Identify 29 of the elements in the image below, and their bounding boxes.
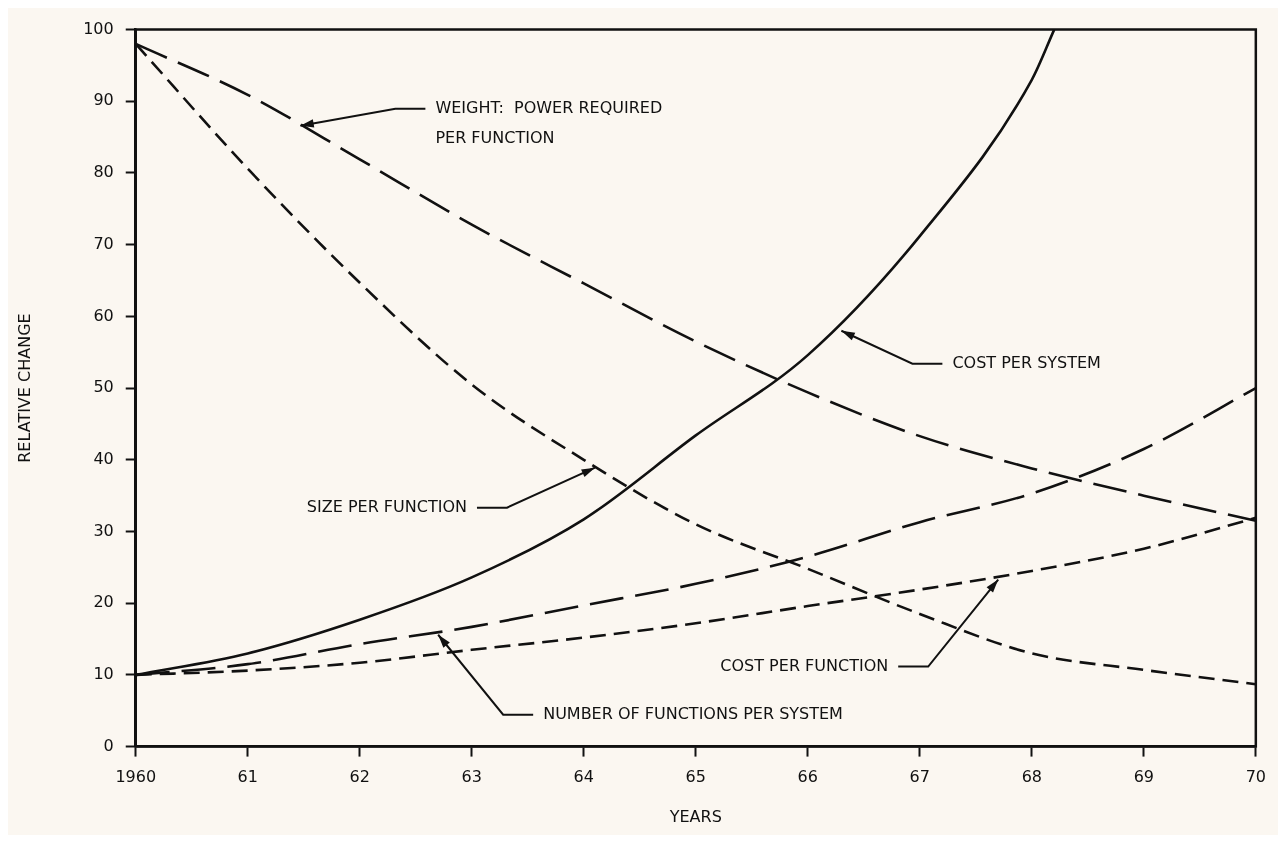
- annotation: COST PER FUNCTION: [720, 655, 889, 675]
- y-tick-label: 50: [93, 377, 114, 397]
- x-axis-title: YEARS: [668, 806, 722, 826]
- y-tick-label: 30: [93, 520, 114, 540]
- annotation: NUMBER OF FUNCTIONS PER SYSTEM: [543, 703, 843, 723]
- x-tick-label: 66: [797, 767, 818, 787]
- x-tick-label: 67: [909, 767, 930, 787]
- x-tick-label: 65: [685, 767, 706, 787]
- x-tick-label: 61: [237, 767, 258, 787]
- x-tick-label: 70: [1245, 767, 1266, 787]
- y-tick-label: 100: [83, 18, 114, 38]
- x-tick-label: 68: [1021, 767, 1042, 787]
- x-tick-label: 63: [461, 767, 482, 787]
- y-tick-label: 20: [93, 592, 114, 612]
- annotation: WEIGHT: POWER REQUIRED PER FUNCTION: [435, 97, 663, 147]
- y-tick-label: 60: [93, 305, 114, 325]
- y-tick-label: 10: [93, 664, 114, 684]
- x-tick-label: 62: [349, 767, 370, 787]
- x-tick-label: 69: [1133, 767, 1154, 787]
- y-axis-title: RELATIVE CHANGE: [14, 313, 34, 463]
- y-tick-label: 80: [93, 162, 114, 182]
- y-tick-label: 40: [93, 448, 114, 468]
- y-tick-label: 70: [93, 233, 114, 253]
- x-tick-label: 1960: [115, 767, 157, 787]
- annotation: SIZE PER FUNCTION: [306, 496, 467, 516]
- y-tick-label: 0: [103, 735, 114, 755]
- y-tick-label: 90: [93, 90, 114, 110]
- x-tick-label: 64: [573, 767, 594, 787]
- annotation: COST PER SYSTEM: [952, 352, 1101, 372]
